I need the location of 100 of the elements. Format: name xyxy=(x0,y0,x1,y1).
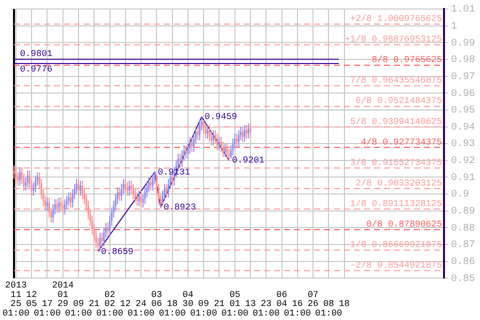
candlestick xyxy=(204,122,206,140)
candlestick xyxy=(242,126,244,142)
ref-line-label: 0.9801 xyxy=(20,49,52,60)
candlestick xyxy=(140,190,142,208)
y-tick-label: 1.01 xyxy=(450,4,476,16)
candlestick xyxy=(76,178,78,195)
data-label: 0.8659 xyxy=(101,246,134,257)
y-tick-label: 0.96 xyxy=(450,88,476,100)
candlestick xyxy=(138,190,140,206)
y-tick-label: 0.98 xyxy=(450,55,476,66)
candlestick xyxy=(198,120,200,141)
ref-line-label: 7/8 0.96435546875 xyxy=(350,76,442,86)
x-tick-label: 2014 01 29 xyxy=(52,280,74,310)
x-tick-label: 13 xyxy=(245,299,256,310)
candlestick xyxy=(128,180,130,196)
x-tick-label: 21 xyxy=(214,299,225,310)
ref-line-label: -1/8 0.86669921875 xyxy=(344,240,442,250)
candlestick xyxy=(101,232,103,247)
ref-line-label: 3/8 0.91552734375 xyxy=(350,158,442,168)
y-tick-label: 0.95 xyxy=(450,106,476,117)
candlestick xyxy=(212,130,214,146)
y-tick-label: 0.94 xyxy=(450,122,476,134)
y-tick-label: 0.99 xyxy=(450,38,476,50)
candlestick xyxy=(248,122,250,140)
candlestick xyxy=(250,122,252,138)
candlestick xyxy=(218,136,220,151)
candlestick xyxy=(166,183,168,198)
y-tick-label: 0.87 xyxy=(450,240,476,252)
ref-line-label: 8/8 0.9765625 xyxy=(372,55,442,66)
candlestick xyxy=(15,168,17,183)
x-tick-label: 06 04 xyxy=(276,290,288,310)
ref-line-label: 4/8 0.927734375 xyxy=(360,137,442,148)
candlestick xyxy=(80,180,82,196)
candlestick xyxy=(208,124,210,142)
candlestick xyxy=(13,164,15,180)
ref-line-label: 6/8 0.9521484375 xyxy=(356,96,442,106)
y-tick-label: 0.91 xyxy=(450,172,476,184)
candlestick xyxy=(68,192,70,206)
candlestick xyxy=(185,144,187,160)
ref-line-label: 2/8 0.9033203125 xyxy=(356,178,442,188)
ref-line-label: 0.9776 xyxy=(20,64,52,74)
ref-line-label: +1/8 0.98876953125 xyxy=(344,34,442,45)
candlestick xyxy=(206,124,208,140)
x-tick-label: 07 26 xyxy=(308,290,318,310)
candlestick xyxy=(118,186,120,202)
candlestick xyxy=(222,141,224,158)
ref-line-label: 0/8 0.87890625 xyxy=(366,219,442,230)
candlestick xyxy=(202,120,204,134)
y-tick-label: 1 xyxy=(450,21,458,32)
candlestick xyxy=(220,136,222,153)
y-tick-label: 0.93 xyxy=(450,139,476,150)
candlestick xyxy=(132,183,134,200)
candlestick xyxy=(78,178,80,196)
candlestick xyxy=(19,166,21,186)
candlestick xyxy=(224,143,226,158)
candlestick xyxy=(181,150,183,168)
candlestick xyxy=(238,130,240,148)
candlestick xyxy=(99,232,101,252)
candlestick xyxy=(226,143,228,160)
candlestick xyxy=(26,170,28,188)
x-tick-label: 12 05 xyxy=(26,290,37,310)
candlestick xyxy=(144,186,146,205)
candlestick xyxy=(56,198,58,214)
ref-line-label: 1/8 0.89111328125 xyxy=(350,198,442,209)
candlestick xyxy=(60,196,62,212)
y-tick-label: 0.86 xyxy=(450,257,476,268)
y-tick-label: 0.9 xyxy=(450,190,470,201)
candlestick xyxy=(70,192,72,208)
data-label: 0.9459 xyxy=(204,112,238,122)
data-label: 0.9201 xyxy=(232,156,264,166)
y-tick-label: 0.88 xyxy=(450,223,476,234)
candlestick xyxy=(216,133,218,151)
x-tick-label: 04 30 xyxy=(182,290,194,310)
y-tick-label: 0.89 xyxy=(450,206,476,218)
candlestick xyxy=(244,124,246,142)
candlestick xyxy=(107,222,109,237)
y-tick-label: 0.97 xyxy=(450,72,476,83)
candlestick xyxy=(64,198,66,215)
ref-line-label: -2/8 0.8544921875 xyxy=(350,260,442,271)
ref-line-label: +2/8 1.0009765625 xyxy=(350,14,442,24)
data-label: 0.8923 xyxy=(164,202,196,212)
data-label: 0.9131 xyxy=(158,167,190,178)
x-tick-label: 21 xyxy=(88,299,100,310)
x-tick-label: 18 xyxy=(338,299,350,310)
y-tick-label: 0.85 xyxy=(450,274,476,285)
candlestick xyxy=(191,136,193,153)
candlestick xyxy=(120,183,122,202)
candlestick xyxy=(48,196,50,218)
candlestick xyxy=(189,136,191,154)
candlestick xyxy=(124,178,126,193)
x-tick-label: 12 xyxy=(120,299,131,310)
candlestick xyxy=(82,180,84,200)
candlestick xyxy=(46,196,48,212)
candlestick xyxy=(246,124,248,140)
x-tick-label: 03 06 xyxy=(151,290,162,310)
candlestick xyxy=(130,180,132,195)
candlestick xyxy=(34,175,36,193)
candlestick xyxy=(179,153,181,168)
ref-line-label: 5/8 0.93994140625 xyxy=(350,116,442,127)
candlestick xyxy=(236,133,238,148)
